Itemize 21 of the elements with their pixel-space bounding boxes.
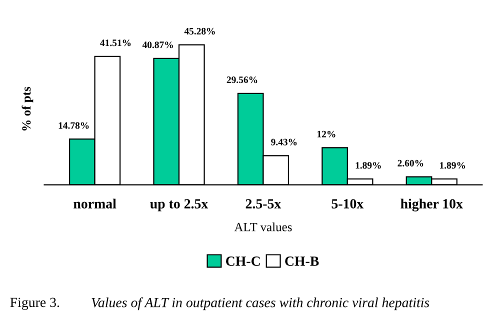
data-label: 2.60% <box>398 160 424 166</box>
x-tick-label: up to 2.5x <box>150 199 208 212</box>
legend-label: CH-C <box>226 256 260 266</box>
x-tick-label: higher 10x <box>400 198 463 212</box>
y-axis-title: % of pts <box>22 86 34 130</box>
data-label: 41.51% <box>100 40 131 46</box>
data-label: 12% <box>318 130 336 138</box>
caption: Figure 3. <box>10 298 60 310</box>
data-label: 1.89% <box>440 162 466 169</box>
legend-label: CH-B <box>285 256 319 266</box>
x-axis-title: ALT values <box>234 222 292 232</box>
x-tick-label: 5-10x <box>332 199 364 208</box>
data-label: 1.89% <box>356 162 381 169</box>
x-tick-label: normal <box>74 198 116 208</box>
data-label: 9.43% <box>271 138 297 146</box>
text: Values of ALT in outpatient cases with chronic viral hepatitis <box>92 297 430 310</box>
data-label: 14.78% <box>58 122 89 129</box>
data-label: 29.56% <box>226 76 258 84</box>
data-label: 45.28% <box>184 28 215 35</box>
data-label: 40.87% <box>142 42 173 48</box>
x-tick-label: 2.5-5x <box>246 199 282 209</box>
